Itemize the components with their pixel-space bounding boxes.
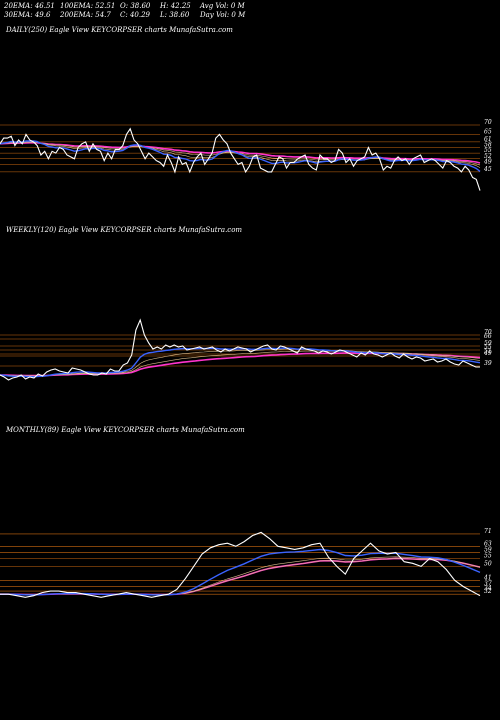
ema-short-line bbox=[0, 548, 481, 596]
high-stat: H: 42.25 bbox=[160, 2, 191, 10]
y-tick-label: 55 bbox=[484, 344, 492, 351]
low-stat: L: 38.60 bbox=[160, 11, 190, 19]
price-line bbox=[0, 318, 480, 381]
y-tick-label: 55 bbox=[484, 553, 492, 560]
day-vol-stat: Day Vol: 0 M bbox=[200, 11, 246, 19]
y-tick-label: 50 bbox=[484, 560, 492, 567]
ma-tan-line-1 bbox=[0, 141, 481, 166]
ema100-stat: 100EMA: 52.51 bbox=[60, 2, 116, 10]
ema-short-line bbox=[0, 140, 481, 172]
y-tick-label: 49 bbox=[483, 158, 492, 165]
monthly-panel-title: MONTHLY(89) Eagle View KEYCORPSER charts… bbox=[6, 426, 245, 434]
y-tick-label: 70 bbox=[484, 329, 492, 336]
y-tick-label: 59 bbox=[484, 340, 492, 347]
y-tick-label: 66 bbox=[484, 333, 492, 340]
ma-tan-line-1 bbox=[0, 350, 481, 377]
ema200-stat: 200EMA: 54.7 bbox=[60, 11, 111, 19]
close-stat: C: 40.29 bbox=[120, 11, 150, 19]
y-tick-label: 37 bbox=[484, 580, 492, 587]
ema-long-line bbox=[0, 352, 481, 377]
weekly-panel-title: WEEKLY(120) Eagle View KEYCORPSER charts… bbox=[6, 226, 243, 234]
y-tick-label: 52 bbox=[484, 153, 492, 160]
ema-long-line bbox=[0, 557, 481, 596]
y-tick-label: 32 bbox=[484, 588, 492, 595]
y-tick-label: 63 bbox=[484, 540, 492, 547]
daily-panel-title: DAILY(250) Eagle View KEYCORPSER charts … bbox=[6, 26, 233, 34]
y-tick-label: 49 bbox=[483, 350, 492, 357]
price-line bbox=[0, 127, 481, 191]
y-tick-label: 70 bbox=[484, 119, 492, 126]
price-line bbox=[0, 531, 481, 598]
y-tick-label: 58 bbox=[484, 142, 492, 149]
y-tick-label: 45 bbox=[483, 166, 492, 173]
stats-header: 20EMA: 46.51 100EMA: 52.51 O: 38.60 H: 4… bbox=[4, 2, 304, 22]
ema30-stat: 30EMA: 49.6 bbox=[4, 11, 51, 19]
ma-tan-line-2 bbox=[0, 348, 481, 377]
y-tick-label: 41 bbox=[483, 574, 492, 581]
avg-vol-stat: Avg Vol: 0 M bbox=[200, 2, 245, 10]
y-tick-label: 34 bbox=[484, 585, 492, 592]
y-tick-label: 51 bbox=[484, 348, 492, 355]
y-tick-label: 61 bbox=[484, 136, 492, 143]
y-tick-label: 39 bbox=[484, 360, 492, 367]
y-tick-label: 71 bbox=[484, 528, 492, 535]
y-tick-label: 59 bbox=[484, 546, 492, 553]
open-stat: O: 38.60 bbox=[120, 2, 151, 10]
ema-short-line bbox=[0, 347, 481, 378]
y-tick-label: 65 bbox=[484, 128, 492, 135]
y-tick-label: 55 bbox=[484, 147, 492, 154]
ema20-stat: 20EMA: 46.51 bbox=[4, 2, 55, 10]
